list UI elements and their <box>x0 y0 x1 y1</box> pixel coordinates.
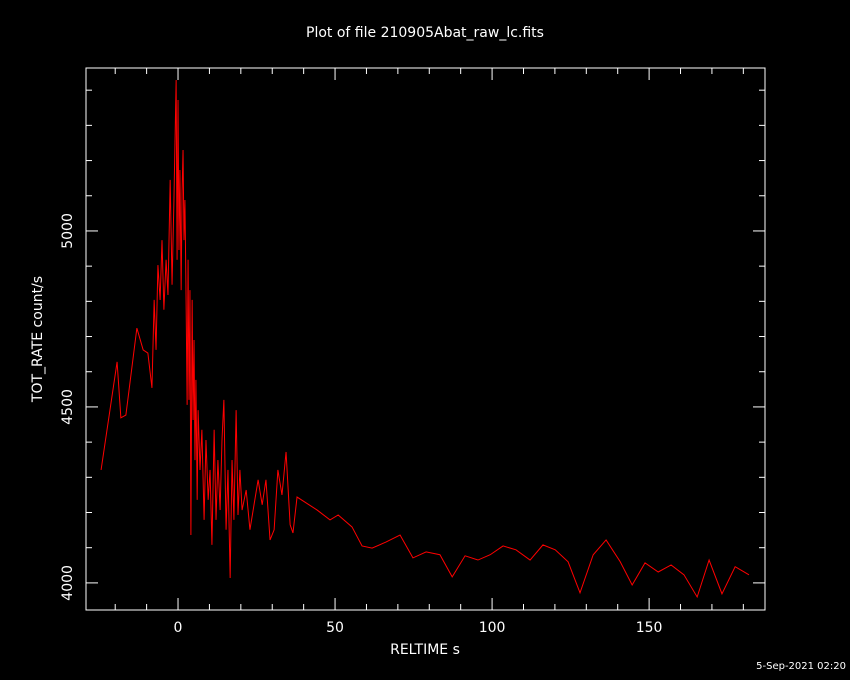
x-tick-label: 100 <box>479 620 506 636</box>
y-tick-label: 4500 <box>60 389 76 425</box>
y-tick-label: 4000 <box>60 565 76 601</box>
timestamp: 5-Sep-2021 02:20 <box>756 661 846 672</box>
y-tick-label: 5000 <box>60 213 76 249</box>
data-line <box>100 79 750 599</box>
x-tick-label: 50 <box>326 620 344 636</box>
x-tick-label: 150 <box>636 620 663 636</box>
x-tick-label: 0 <box>174 620 183 636</box>
x-axis-label: RELTIME s <box>390 642 460 658</box>
plot-frame <box>85 67 766 611</box>
y-axis-label: TOT_RATE count/s <box>30 276 46 403</box>
chart-title: Plot of file 210905Abat_raw_lc.fits <box>306 25 544 41</box>
